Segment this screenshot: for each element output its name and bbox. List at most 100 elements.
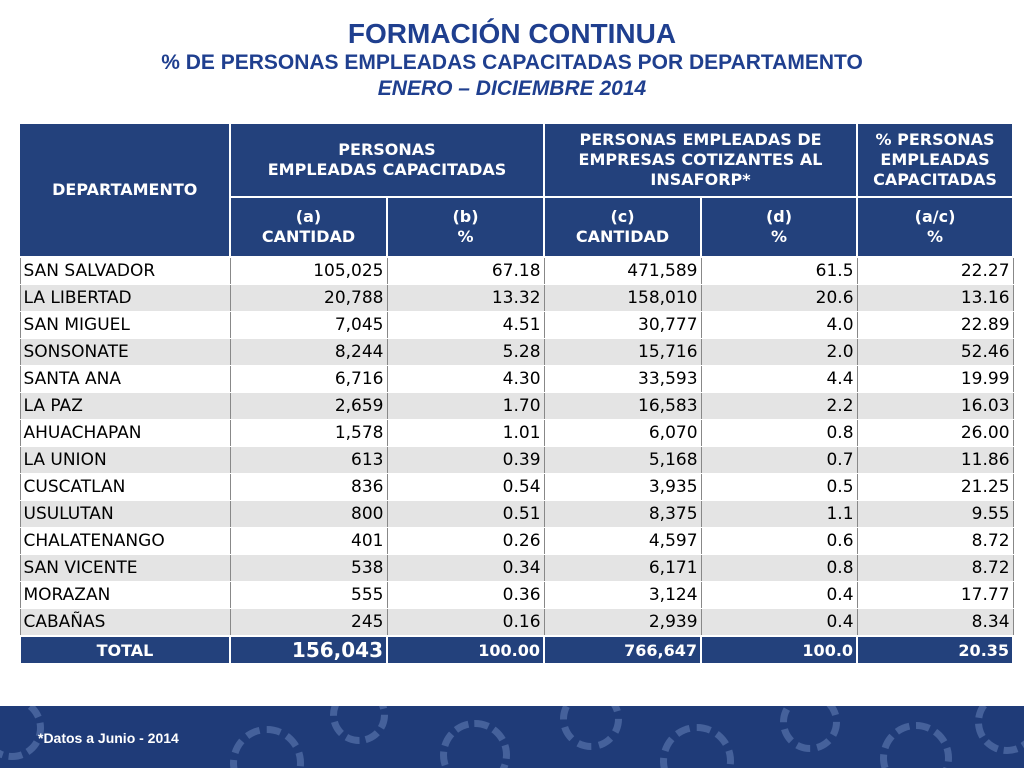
cell-c: 30,777 — [543, 311, 702, 339]
table-row: LA PAZ 2,659 1.70 16,583 2.2 16.03 — [19, 392, 1014, 420]
cell-e: 26.00 — [856, 419, 1014, 447]
total-label: TOTAL — [19, 635, 231, 665]
subheader-a-label: CANTIDAD — [261, 227, 356, 246]
cell-e: 22.27 — [856, 256, 1014, 285]
cell-a: 8,244 — [229, 338, 388, 366]
gear-icon — [660, 724, 734, 768]
gear-icon — [780, 706, 840, 752]
gear-icon — [440, 720, 510, 768]
table-row: LA UNION 613 0.39 5,168 0.7 11.86 — [19, 446, 1014, 474]
cell-c: 8,375 — [543, 500, 702, 528]
table-row: CUSCATLAN 836 0.54 3,935 0.5 21.25 — [19, 473, 1014, 501]
table-body: SAN SALVADOR 105,025 67.18 471,589 61.5 22.27… — [19, 256, 1014, 637]
cell-b: 0.34 — [386, 554, 545, 582]
subheader-e-label: % — [927, 227, 944, 246]
total-a: 156,043 — [229, 635, 388, 665]
subheader-b-code: (b) — [452, 207, 479, 226]
department-name: SAN SALVADOR — [19, 256, 231, 285]
table-row: SAN MIGUEL 7,045 4.51 30,777 4.0 22.89 — [19, 311, 1014, 339]
subheader-b: (b)% — [385, 196, 546, 258]
gear-icon — [230, 726, 304, 768]
cell-b: 0.54 — [386, 473, 545, 501]
table-row: USULUTAN 800 0.51 8,375 1.1 9.55 — [19, 500, 1014, 528]
total-row: TOTAL 156,043 100.00 766,647 100.0 20.35 — [19, 635, 1015, 665]
cell-a: 20,788 — [229, 284, 388, 312]
gear-icon — [560, 706, 622, 750]
page-title: FORMACIÓN CONTINUA — [347, 18, 677, 49]
table-row: SANTA ANA 6,716 4.30 33,593 4.4 19.99 — [19, 365, 1014, 393]
table-row: SAN VICENTE 538 0.34 6,171 0.8 8.72 — [19, 554, 1014, 582]
header-capacitadas-line2: EMPLEADAS CAPACITADAS — [267, 160, 507, 179]
subheader-a: (a) CANTIDAD — [229, 196, 388, 258]
cell-a: 555 — [229, 581, 388, 609]
title-block: FORMACIÓN CONTINUA % DE PERSONAS EMPLEAD… — [0, 18, 1024, 102]
department-name: LA UNION — [19, 446, 231, 474]
cell-e: 8.72 — [856, 527, 1014, 555]
table-row: CHALATENANGO 401 0.26 4,597 0.6 8.72 — [19, 527, 1014, 555]
department-name: SAN VICENTE — [19, 554, 231, 582]
cell-c: 3,124 — [543, 581, 702, 609]
total-e: 20.35 — [856, 635, 1015, 665]
table-row: LA LIBERTAD 20,788 13.32 158,010 20.6 13.16 — [19, 284, 1014, 312]
page-period: ENERO – DICIEMBRE 2014 — [377, 77, 647, 100]
cell-e: 52.46 — [856, 338, 1014, 366]
cell-c: 471,589 — [543, 256, 702, 285]
department-name: LA PAZ — [19, 392, 231, 420]
department-name: AHUACHAPAN — [19, 419, 231, 447]
subheader-d: (d)% — [700, 196, 859, 258]
cell-b: 13.32 — [386, 284, 545, 312]
gear-icon — [975, 706, 1024, 754]
total-d: 100.0 — [700, 635, 859, 665]
total-c: 766,647 — [543, 635, 703, 665]
cell-b: 1.01 — [386, 419, 545, 447]
cell-d: 0.4 — [700, 581, 858, 609]
cell-e: 8.72 — [856, 554, 1014, 582]
cell-b: 4.51 — [386, 311, 545, 339]
footnote: *Datos a Junio - 2014 — [38, 730, 179, 746]
cell-c: 15,716 — [543, 338, 702, 366]
cell-e: 22.89 — [856, 311, 1014, 339]
cell-d: 0.8 — [700, 554, 858, 582]
cell-d: 0.4 — [700, 608, 858, 637]
header-capacitadas-line1: PERSONAS — [338, 140, 436, 159]
cell-e: 13.16 — [856, 284, 1014, 312]
cell-b: 67.18 — [386, 256, 545, 285]
department-name: CUSCATLAN — [19, 473, 231, 501]
cell-c: 6,171 — [543, 554, 702, 582]
table-row: AHUACHAPAN 1,578 1.01 6,070 0.8 26.00 — [19, 419, 1014, 447]
header-cotizantes: PERSONAS EMPLEADAS DE EMPRESAS COTIZANTE… — [543, 122, 859, 198]
cell-e: 16.03 — [856, 392, 1014, 420]
table-row: CABAÑAS 245 0.16 2,939 0.4 8.34 — [19, 608, 1014, 637]
subheader-c: (c) CANTIDAD — [543, 196, 703, 258]
cell-b: 0.26 — [386, 527, 545, 555]
cell-c: 3,935 — [543, 473, 702, 501]
header-porcentaje: % PERSONAS EMPLEADAS CAPACITADAS — [856, 122, 1015, 198]
cell-b: 0.39 — [386, 446, 545, 474]
subheader-c-label: CANTIDAD — [575, 227, 670, 246]
cell-a: 245 — [229, 608, 388, 637]
cell-c: 5,168 — [543, 446, 702, 474]
cell-c: 2,939 — [543, 608, 702, 637]
cell-a: 6,716 — [229, 365, 388, 393]
cell-b: 0.16 — [386, 608, 545, 637]
cell-c: 158,010 — [543, 284, 702, 312]
cell-d: 0.8 — [700, 419, 858, 447]
cell-b: 1.70 — [386, 392, 545, 420]
cell-c: 16,583 — [543, 392, 702, 420]
cell-b: 5.28 — [386, 338, 545, 366]
cell-d: 2.2 — [700, 392, 858, 420]
department-name: MORAZAN — [19, 581, 231, 609]
subheader-d-label: % — [771, 227, 788, 246]
data-table: DEPARTAMENTO PERSONAS EMPLEADAS CAPACITA… — [19, 122, 1015, 665]
cell-d: 0.6 — [700, 527, 858, 555]
gear-icon — [880, 722, 952, 768]
cell-e: 11.86 — [856, 446, 1014, 474]
subheader-c-code: (c) — [610, 207, 635, 226]
department-name: SANTA ANA — [19, 365, 231, 393]
cell-d: 0.7 — [700, 446, 858, 474]
cell-a: 836 — [229, 473, 388, 501]
page-subtitle: % DE PERSONAS EMPLEADAS CAPACITADAS POR … — [161, 51, 863, 74]
cell-e: 19.99 — [856, 365, 1014, 393]
table-row: SONSONATE 8,244 5.28 15,716 2.0 52.46 — [19, 338, 1014, 366]
cell-b: 0.51 — [386, 500, 545, 528]
